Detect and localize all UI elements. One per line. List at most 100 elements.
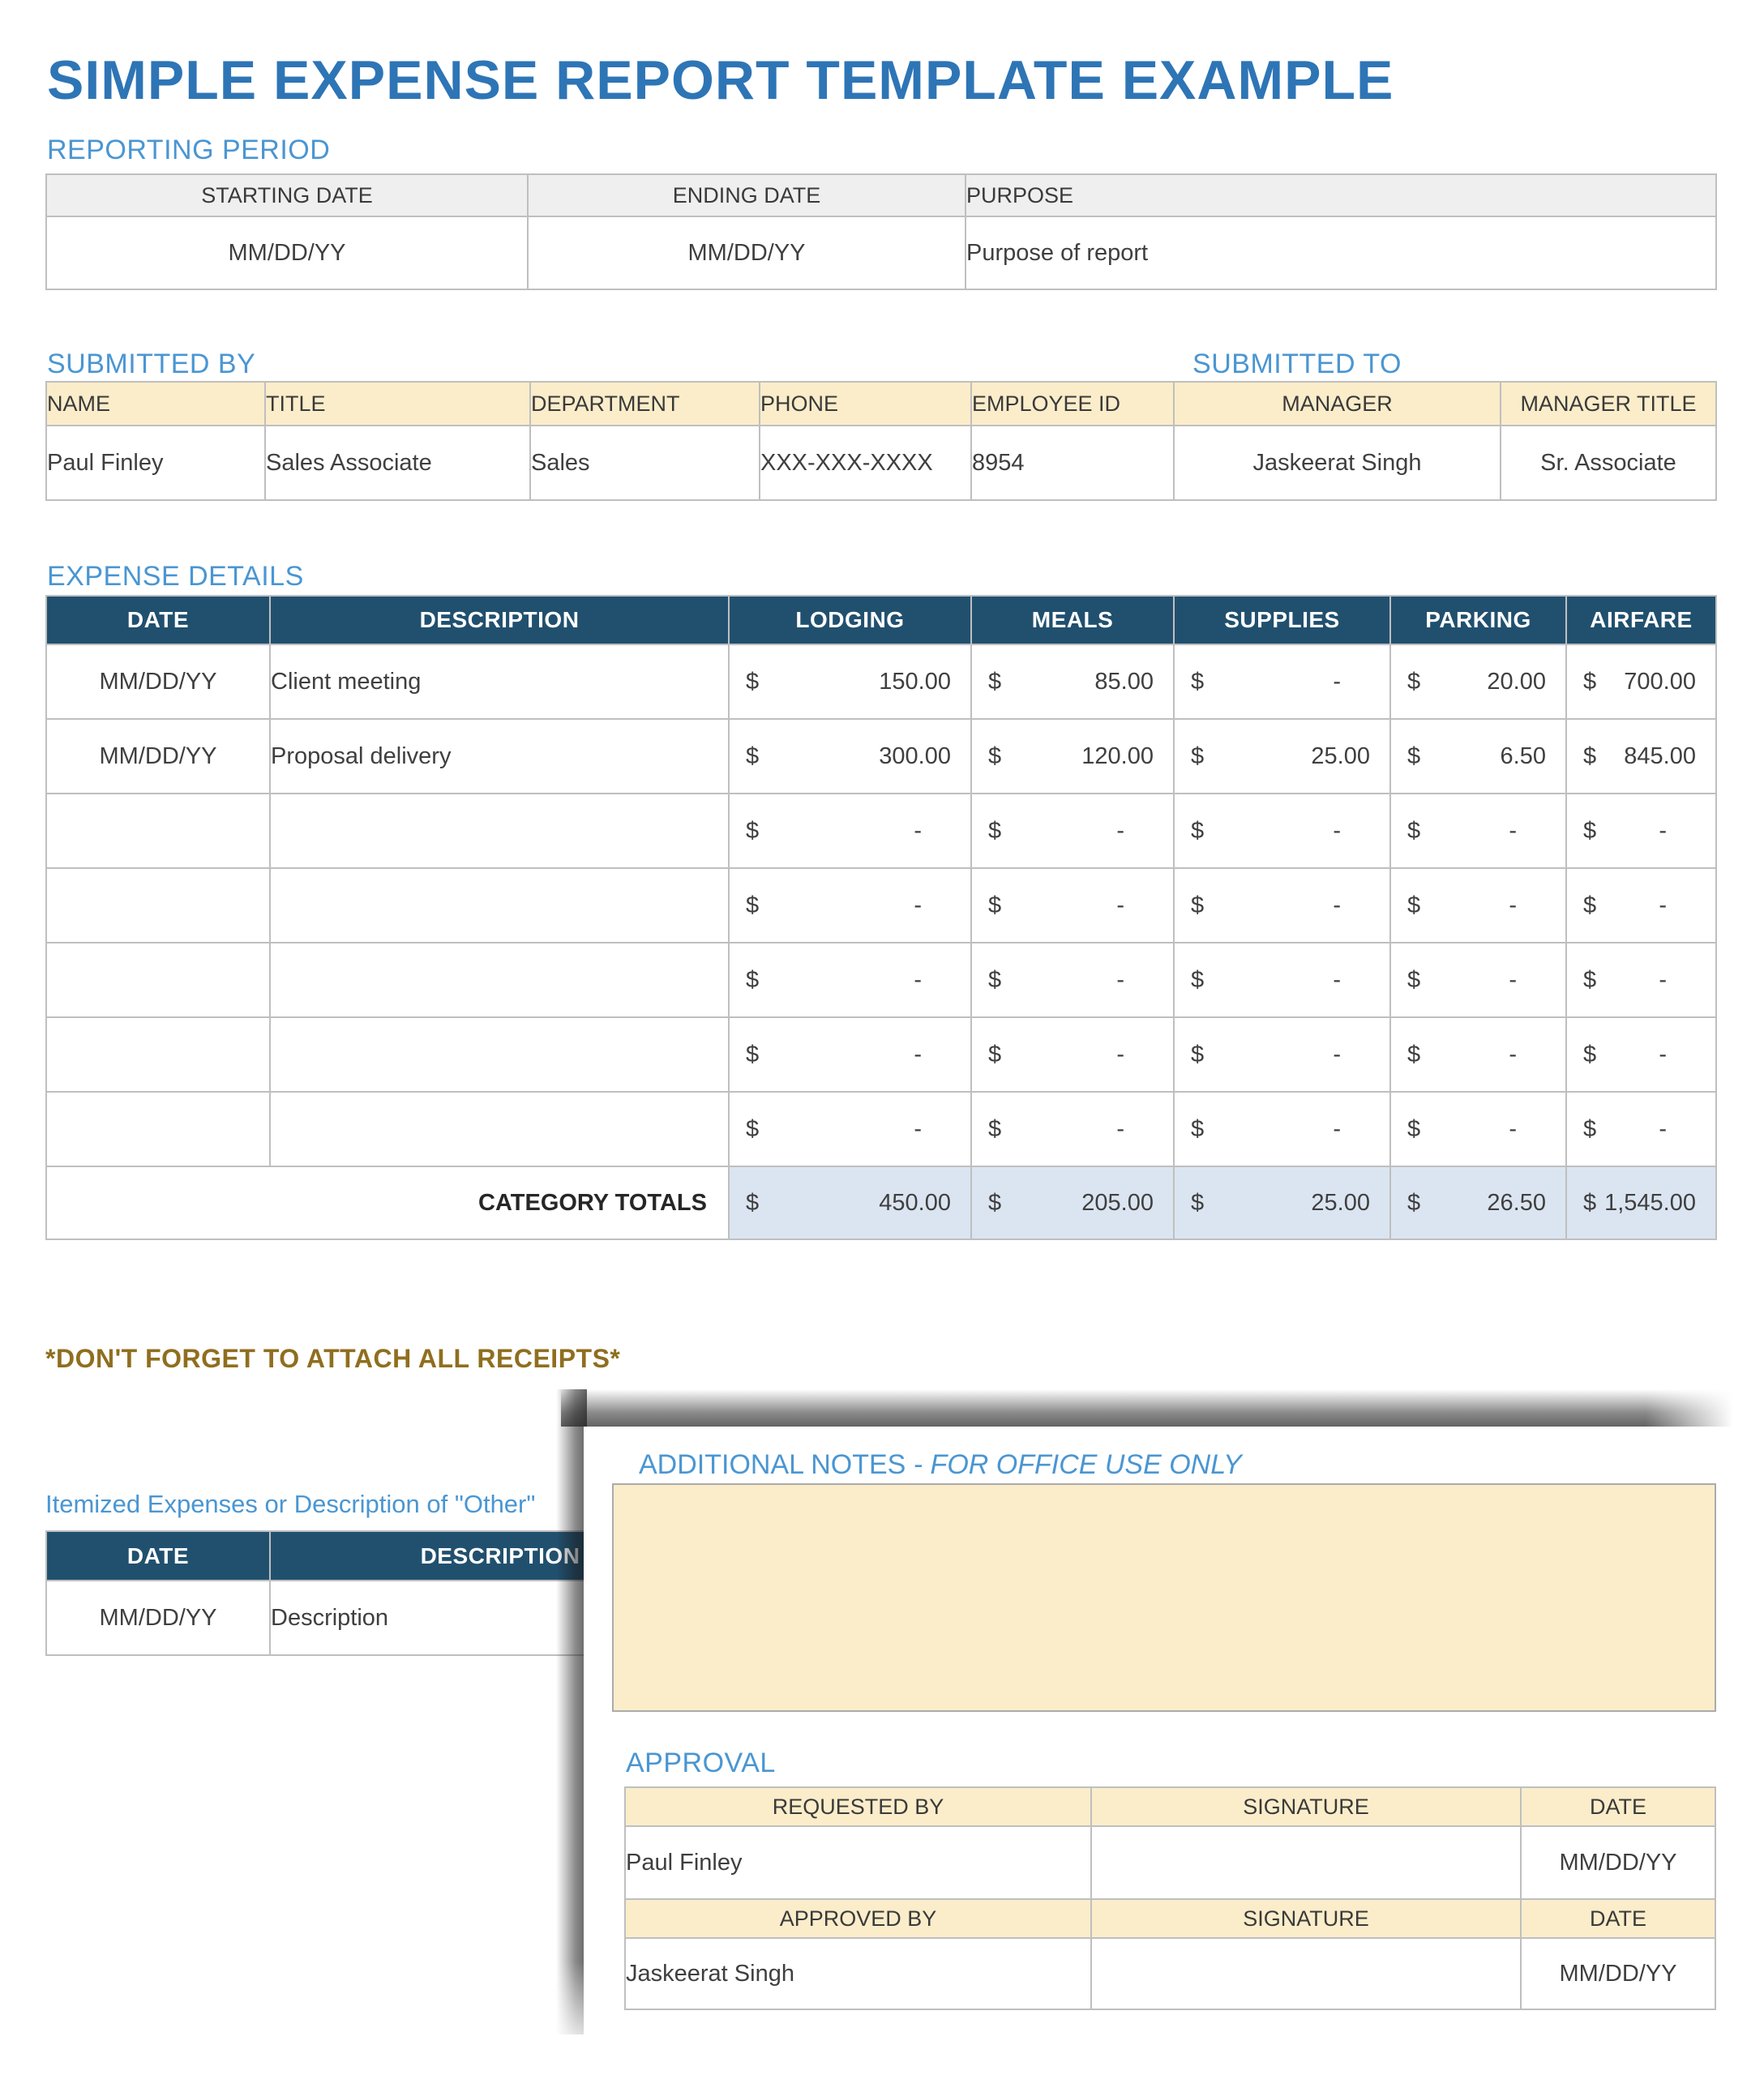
approved-by-name[interactable]: Jaskeerat Singh	[624, 1937, 1092, 2010]
expense-parking[interactable]: $ -	[1389, 1091, 1567, 1167]
submitted-to-heading: SUBMITTED TO	[1192, 349, 1402, 379]
requested-by-date[interactable]: MM/DD/YY	[1520, 1825, 1716, 1900]
expense-parking[interactable]: $6.50	[1389, 718, 1567, 794]
currency-symbol: $	[746, 1041, 760, 1067]
expense-airfare[interactable]: $ -	[1565, 942, 1717, 1018]
attach-receipts-note: *DON'T FORGET TO ATTACH ALL RECEIPTS*	[45, 1344, 621, 1373]
ending-date-value[interactable]: MM/DD/YY	[527, 216, 966, 290]
title-value[interactable]: Sales Associate	[264, 425, 531, 501]
column-airfare: AIRFARE	[1565, 595, 1717, 645]
employee-id-value[interactable]: 8954	[970, 425, 1175, 501]
currency-symbol: $	[1191, 668, 1205, 695]
expense-description[interactable]	[269, 1091, 730, 1167]
expense-airfare[interactable]: $ -	[1565, 793, 1717, 869]
expense-meals[interactable]: $ -	[970, 1016, 1175, 1093]
expense-description[interactable]: Proposal delivery	[269, 718, 730, 794]
currency-symbol: $	[1191, 892, 1205, 918]
purpose-value[interactable]: Purpose of report	[965, 216, 1717, 290]
currency-symbol: $	[988, 1115, 1002, 1142]
currency-symbol: $	[1191, 1041, 1205, 1067]
expense-description[interactable]: Client meeting	[269, 644, 730, 720]
expense-airfare[interactable]: $ -	[1565, 867, 1717, 943]
expense-date[interactable]	[45, 1016, 271, 1093]
currency-symbol: $	[746, 817, 760, 844]
expense-meals[interactable]: $ -	[970, 793, 1175, 869]
expense-supplies[interactable]: $ -	[1173, 1091, 1391, 1167]
expense-lodging[interactable]: $ -	[728, 793, 972, 869]
approved-by-date[interactable]: MM/DD/YY	[1520, 1937, 1716, 2010]
expense-date[interactable]: MM/DD/YY	[45, 718, 271, 794]
department-value[interactable]: Sales	[529, 425, 760, 501]
expense-description[interactable]	[269, 1016, 730, 1093]
reporting-period-heading: REPORTING PERIOD	[47, 135, 331, 165]
expense-lodging[interactable]: $ -	[728, 1091, 972, 1167]
approved-by-signature[interactable]	[1090, 1937, 1522, 2010]
column-ending-date: ENDING DATE	[527, 173, 966, 217]
category-totals-label: CATEGORY TOTALS	[45, 1166, 730, 1240]
expense-meals[interactable]: $ -	[970, 1091, 1175, 1167]
column-supplies: SUPPLIES	[1173, 595, 1391, 645]
expense-row: $ - $ - $ - $ - $ -	[45, 942, 1717, 1018]
expense-lodging[interactable]: $150.00	[728, 644, 972, 720]
expense-lodging[interactable]: $ -	[728, 1016, 972, 1093]
currency-symbol: $	[1583, 892, 1597, 918]
expense-parking[interactable]: $20.00	[1389, 644, 1567, 720]
panel-shadow-left	[556, 1389, 587, 2034]
expense-lodging[interactable]: $300.00	[728, 718, 972, 794]
expense-airfare[interactable]: $ -	[1565, 1091, 1717, 1167]
expense-parking[interactable]: $ -	[1389, 793, 1567, 869]
currency-symbol: $	[1191, 742, 1205, 769]
expense-supplies[interactable]: $ -	[1173, 942, 1391, 1018]
additional-notes-box[interactable]	[612, 1483, 1716, 1712]
column-description: DESCRIPTION	[269, 595, 730, 645]
requested-by-signature[interactable]	[1090, 1825, 1522, 1900]
expense-parking[interactable]: $ -	[1389, 942, 1567, 1018]
currency-symbol: $	[746, 892, 760, 918]
expense-meals[interactable]: $ -	[970, 942, 1175, 1018]
manager-value[interactable]: Jaskeerat Singh	[1173, 425, 1501, 501]
currency-symbol: $	[1583, 668, 1597, 695]
panel-shadow-top	[561, 1389, 1735, 1427]
expense-date[interactable]	[45, 942, 271, 1018]
expense-description[interactable]	[269, 867, 730, 943]
expense-details-heading: EXPENSE DETAILS	[47, 561, 304, 592]
expense-lodging[interactable]: $ -	[728, 867, 972, 943]
expense-date[interactable]	[45, 867, 271, 943]
expense-date[interactable]	[45, 793, 271, 869]
expense-supplies[interactable]: $ -	[1173, 793, 1391, 869]
currency-symbol: $	[1583, 1189, 1597, 1216]
approved-by-header-row: APPROVED BY SIGNATURE DATE	[624, 1898, 1716, 1939]
itemized-date[interactable]: MM/DD/YY	[45, 1580, 271, 1656]
phone-value[interactable]: XXX-XXX-XXXX	[759, 425, 972, 501]
expense-meals[interactable]: $85.00	[970, 644, 1175, 720]
total-parking: $26.50	[1389, 1166, 1567, 1240]
name-value[interactable]: Paul Finley	[45, 425, 266, 501]
expense-supplies[interactable]: $25.00	[1173, 718, 1391, 794]
currency-symbol: $	[746, 1189, 760, 1216]
expense-date[interactable]: MM/DD/YY	[45, 644, 271, 720]
expense-airfare[interactable]: $845.00	[1565, 718, 1717, 794]
expense-parking[interactable]: $ -	[1389, 1016, 1567, 1093]
expense-supplies[interactable]: $ -	[1173, 644, 1391, 720]
column-date: DATE	[1520, 1898, 1716, 1939]
expense-row: $ - $ - $ - $ - $ -	[45, 1016, 1717, 1093]
requested-by-name[interactable]: Paul Finley	[624, 1825, 1092, 1900]
expense-lodging[interactable]: $ -	[728, 942, 972, 1018]
expense-row: $ - $ - $ - $ - $ -	[45, 867, 1717, 943]
expense-date[interactable]	[45, 1091, 271, 1167]
manager-title-value[interactable]: Sr. Associate	[1500, 425, 1717, 501]
expense-meals[interactable]: $ -	[970, 867, 1175, 943]
expense-description[interactable]	[269, 793, 730, 869]
currency-symbol: $	[988, 817, 1002, 844]
expense-airfare[interactable]: $ -	[1565, 1016, 1717, 1093]
starting-date-value[interactable]: MM/DD/YY	[45, 216, 529, 290]
expense-supplies[interactable]: $ -	[1173, 1016, 1391, 1093]
currency-symbol: $	[1583, 817, 1597, 844]
currency-symbol: $	[1407, 742, 1421, 769]
expense-meals[interactable]: $120.00	[970, 718, 1175, 794]
total-lodging: $450.00	[728, 1166, 972, 1240]
expense-supplies[interactable]: $ -	[1173, 867, 1391, 943]
expense-parking[interactable]: $ -	[1389, 867, 1567, 943]
expense-description[interactable]	[269, 942, 730, 1018]
expense-airfare[interactable]: $700.00	[1565, 644, 1717, 720]
